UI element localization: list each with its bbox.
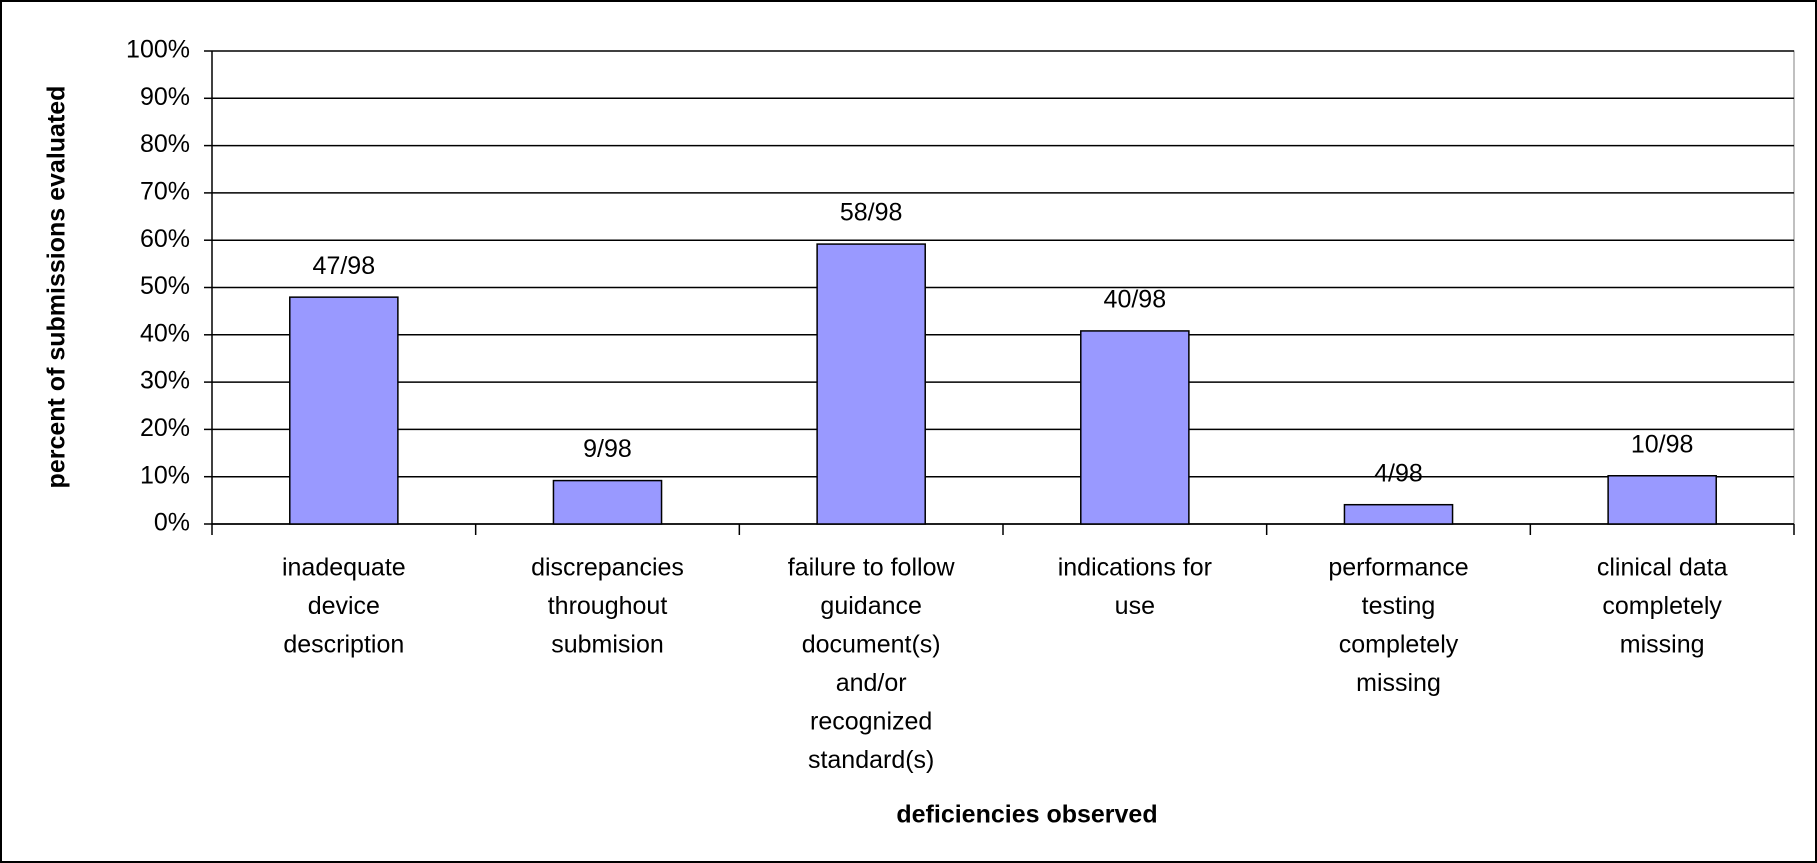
x-tick-label: standard(s) [808,746,934,774]
x-tick-label: document(s) [802,631,941,659]
x-tick-label: description [283,631,404,659]
x-axis-title: deficiencies observed [896,801,1157,829]
y-tick-label: 70% [140,178,190,206]
y-tick-label: 50% [140,272,190,300]
y-axis-title: percent of submissions evaluated [43,86,71,489]
y-tick-label: 30% [140,367,190,395]
bar [289,296,399,525]
y-tick-label: 20% [140,414,190,442]
x-tick-label: failure to follow [788,554,956,582]
y-tick-label: 40% [140,319,190,347]
y-tick-label: 10% [140,461,190,489]
x-tick-label: throughout [548,592,668,620]
data-label: 9/98 [583,435,632,463]
bar [1080,330,1190,525]
x-tick-label: recognized [810,708,932,736]
x-tick-label: discrepancies [531,554,684,582]
y-tick-label: 80% [140,130,190,158]
x-tick-label: inadequate [282,554,406,582]
x-tick-label: performance [1328,554,1468,582]
x-tick-label: guidance [820,592,921,620]
x-tick-label: missing [1356,669,1441,697]
data-label: 58/98 [840,199,903,227]
x-tick-label: completely [1602,592,1722,620]
bar [816,243,926,525]
bar [1607,475,1717,525]
bar [552,479,663,525]
y-tick-label: 0% [154,509,190,537]
y-tick-label: 60% [140,225,190,253]
data-label: 10/98 [1631,430,1694,458]
data-label: 47/98 [313,252,376,280]
x-tick-label: completely [1339,631,1459,659]
x-tick-label: testing [1362,592,1436,620]
x-tick-label: missing [1620,631,1705,659]
y-tick-label: 100% [126,36,190,64]
x-tick-label: use [1115,592,1155,620]
x-tick-label: indications for [1058,554,1212,582]
x-tick-label: and/or [836,669,907,697]
x-tick-label: submision [551,631,664,659]
y-tick-label: 90% [140,83,190,111]
data-label: 4/98 [1374,459,1423,487]
x-tick-label: clinical data [1597,554,1728,582]
x-tick-label: device [308,592,380,620]
bar [1343,503,1454,525]
data-label: 40/98 [1104,286,1167,314]
